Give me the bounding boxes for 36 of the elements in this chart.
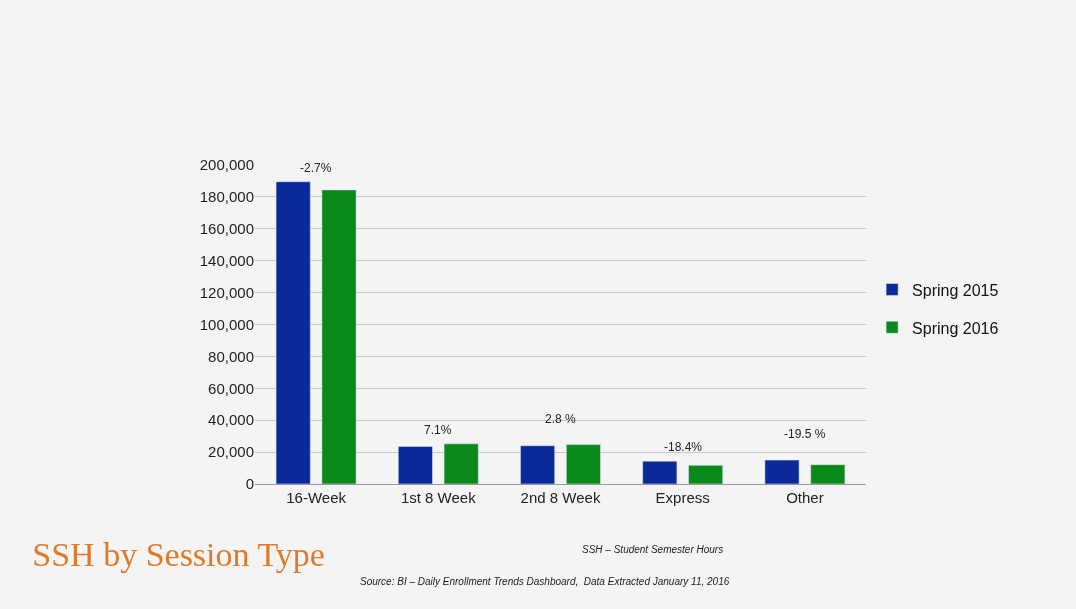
annotation: -2.7% — [300, 161, 332, 175]
annotation: -18.4% — [664, 440, 703, 454]
y-tick-label: 20,000 — [208, 443, 254, 461]
x-tick-label: 16-Week — [286, 489, 347, 506]
y-tick-label: 60,000 — [208, 379, 254, 397]
bar — [688, 465, 723, 484]
y-tick-label: 180,000 — [199, 188, 254, 206]
legend-label: Spring 2015 — [912, 281, 999, 299]
bar — [443, 443, 479, 484]
bar — [642, 460, 678, 484]
bar — [810, 464, 846, 484]
bar — [275, 181, 311, 484]
bar — [321, 189, 357, 484]
source-note: Source: BI – Daily Enrollment Trends Dashboard, Data Extracted January 11, 2016 — [360, 576, 730, 587]
x-tick-label: Express — [655, 489, 710, 506]
y-tick-label: 160,000 — [199, 220, 254, 238]
y-tick-label: 0 — [245, 475, 254, 493]
bar — [398, 446, 433, 484]
y-tick-label: 140,000 — [199, 251, 254, 269]
y-tick-label: 100,000 — [199, 315, 254, 333]
y-tick-label: 120,000 — [199, 283, 254, 301]
bar — [520, 445, 555, 484]
annotation: 2.8 % — [545, 412, 577, 426]
bar — [566, 444, 601, 484]
x-tick-label: 1st 8 Week — [400, 489, 477, 506]
x-tick-label: 2nd 8 Week — [520, 489, 601, 506]
bar — [764, 459, 800, 484]
x-tick-label: Other — [786, 489, 824, 506]
y-tick-label: 80,000 — [208, 347, 254, 365]
text: SSH by Session Type — [32, 536, 325, 574]
y-tick-label: 200,000 — [199, 156, 254, 174]
annotation: -19.5 % — [784, 427, 826, 441]
legend-label: Spring 2016 — [912, 319, 999, 337]
text: SSH – Student Semester Hours — [582, 544, 724, 555]
annotation: 7.1% — [424, 423, 452, 437]
y-tick-label: 40,000 — [208, 411, 254, 429]
